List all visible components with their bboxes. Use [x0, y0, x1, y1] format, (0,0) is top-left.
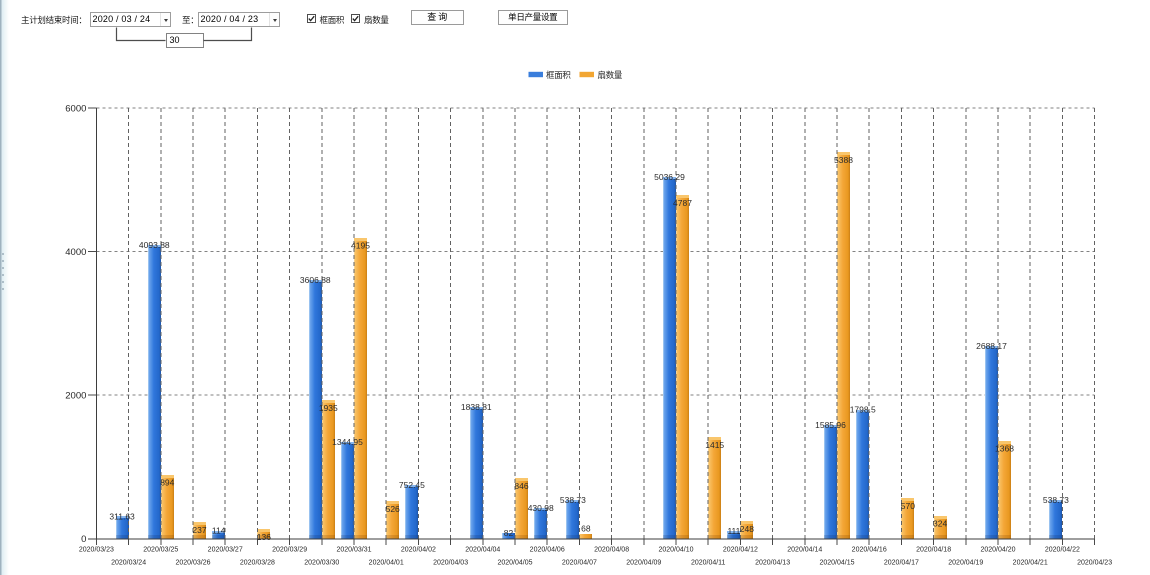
svg-text:324: 324: [933, 519, 947, 529]
svg-text:1368: 1368: [995, 444, 1014, 454]
svg-text:2020/03/28: 2020/03/28: [240, 559, 275, 566]
svg-text:311.63: 311.63: [109, 511, 135, 521]
svg-text:1838.81: 1838.81: [461, 402, 492, 412]
svg-text:2020/04/23: 2020/04/23: [1077, 559, 1112, 566]
svg-text:2020/04/01: 2020/04/01: [369, 559, 404, 566]
svg-text:0: 0: [81, 534, 86, 545]
svg-text:2020/03/31: 2020/03/31: [336, 547, 371, 554]
svg-text:2020/03/26: 2020/03/26: [175, 559, 210, 566]
svg-text:5036.29: 5036.29: [654, 172, 685, 182]
svg-text:1344.95: 1344.95: [332, 437, 363, 447]
svg-text:1935: 1935: [319, 403, 338, 413]
svg-text:2020/03/27: 2020/03/27: [208, 547, 243, 554]
svg-text:2020/03/25: 2020/03/25: [143, 547, 178, 554]
svg-text:1798.5: 1798.5: [850, 405, 876, 415]
svg-text:2020/04/10: 2020/04/10: [658, 547, 693, 554]
svg-text:2020/04/19: 2020/04/19: [948, 559, 983, 566]
svg-text:2020/04/15: 2020/04/15: [819, 559, 854, 566]
svg-text:2020/04/14: 2020/04/14: [787, 547, 822, 554]
svg-text:4195: 4195: [351, 241, 370, 251]
svg-text:2020/04/22: 2020/04/22: [1045, 547, 1080, 554]
svg-text:526: 526: [386, 504, 400, 514]
svg-text:2000: 2000: [65, 391, 86, 402]
svg-text:6000: 6000: [65, 103, 86, 114]
svg-text:4787: 4787: [673, 198, 692, 208]
svg-text:752.45: 752.45: [399, 480, 425, 490]
svg-text:538.73: 538.73: [1043, 495, 1069, 505]
svg-text:2020/04/21: 2020/04/21: [1013, 559, 1048, 566]
svg-text:538.73: 538.73: [560, 495, 586, 505]
svg-text:2020/04/20: 2020/04/20: [980, 547, 1015, 554]
svg-text:2020/03/23: 2020/03/23: [79, 547, 114, 554]
svg-text:114: 114: [212, 526, 226, 536]
svg-text:2020/04/17: 2020/04/17: [884, 559, 919, 566]
svg-text:846: 846: [514, 481, 528, 491]
svg-text:2020/04/07: 2020/04/07: [562, 559, 597, 566]
svg-text:2020/03/24: 2020/03/24: [111, 559, 146, 566]
svg-text:2020/04/11: 2020/04/11: [691, 559, 726, 566]
svg-text:237: 237: [192, 525, 206, 535]
svg-text:68: 68: [581, 524, 591, 534]
svg-text:248: 248: [740, 524, 754, 534]
svg-text:2020/04/09: 2020/04/09: [626, 559, 661, 566]
svg-text:2020/03/30: 2020/03/30: [304, 559, 339, 566]
svg-text:框面积: 框面积: [546, 70, 571, 80]
svg-text:2020/04/18: 2020/04/18: [916, 547, 951, 554]
svg-text:4093.88: 4093.88: [139, 240, 170, 250]
svg-text:2020/04/02: 2020/04/02: [401, 547, 436, 554]
svg-text:570: 570: [901, 501, 915, 511]
svg-text:2020/04/16: 2020/04/16: [852, 547, 887, 554]
svg-text:2020/04/13: 2020/04/13: [755, 559, 790, 566]
svg-text:136: 136: [257, 532, 271, 542]
svg-text:3606.88: 3606.88: [300, 275, 331, 285]
svg-text:4000: 4000: [65, 247, 86, 258]
svg-text:894: 894: [160, 478, 174, 488]
svg-text:2020/04/03: 2020/04/03: [433, 559, 468, 566]
svg-text:1415: 1415: [705, 440, 724, 450]
svg-text:82: 82: [504, 528, 514, 538]
svg-text:2020/04/06: 2020/04/06: [530, 547, 565, 554]
svg-text:2020/04/12: 2020/04/12: [723, 547, 758, 554]
svg-text:2020/04/04: 2020/04/04: [465, 547, 500, 554]
svg-text:扇数量: 扇数量: [598, 70, 623, 80]
svg-text:5388: 5388: [834, 155, 853, 165]
svg-text:1585.96: 1585.96: [815, 420, 846, 430]
svg-text:430.98: 430.98: [528, 503, 554, 513]
svg-text:2020/04/08: 2020/04/08: [594, 547, 629, 554]
svg-text:2020/03/29: 2020/03/29: [272, 547, 307, 554]
svg-text:2688.17: 2688.17: [976, 341, 1007, 351]
svg-text:2020/04/05: 2020/04/05: [497, 559, 532, 566]
svg-text:111: 111: [727, 526, 740, 536]
